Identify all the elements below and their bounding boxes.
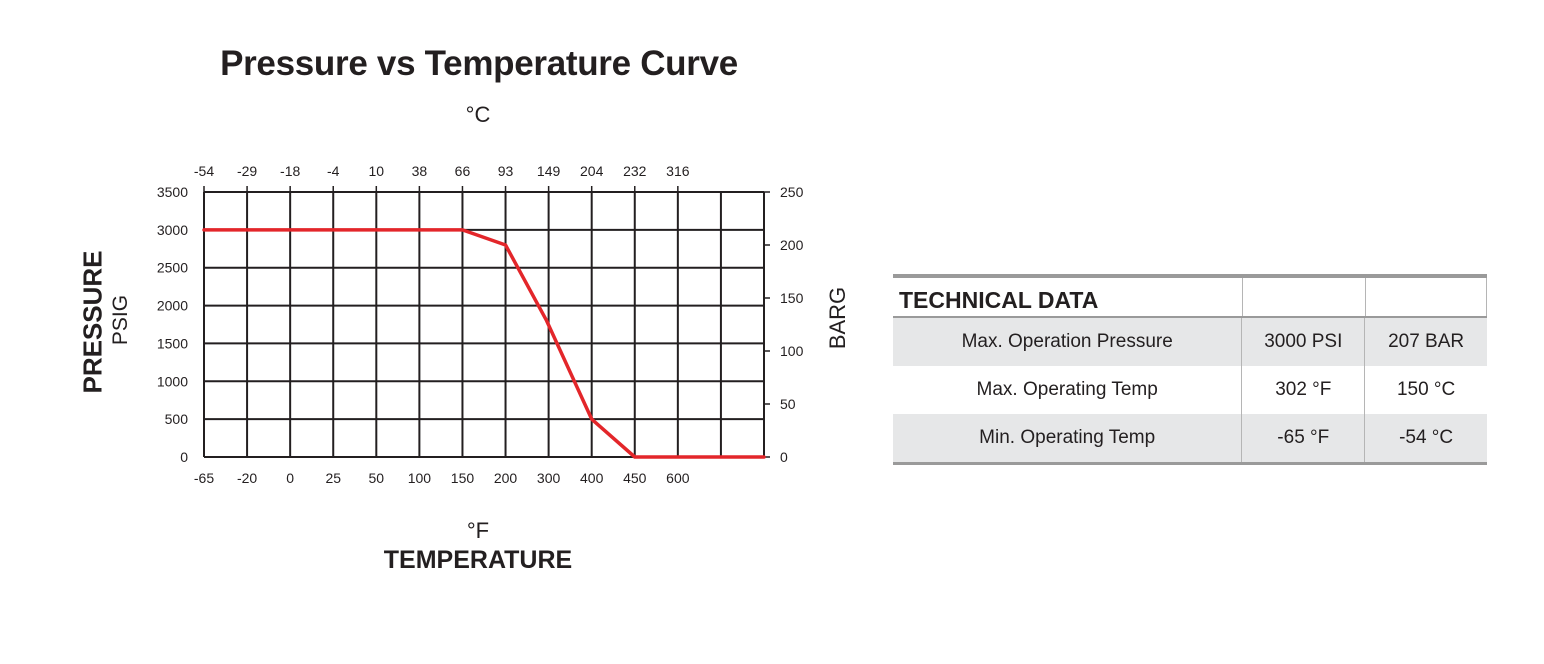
- pressure-curve-line: [202, 228, 766, 459]
- technical-data-title: TECHNICAL DATA: [893, 278, 1487, 316]
- x-tick-label-top: 232: [623, 163, 647, 179]
- spec-imperial: -65 °F: [1241, 414, 1366, 464]
- y-tick-label-left: 500: [165, 411, 189, 427]
- y-tick-label-right: 250: [780, 184, 804, 200]
- x-tick-label-bottom: 450: [623, 470, 647, 486]
- x-tick-label-bottom: 100: [408, 470, 432, 486]
- y-tick-label-left: 0: [180, 449, 188, 465]
- x-tick-label-top: 316: [666, 163, 690, 179]
- x-tick-label-top: 149: [537, 163, 561, 179]
- bottom-axis-unit: °F: [466, 518, 490, 543]
- table-row: Max. Operating Temp 302 °F 150 °C: [893, 366, 1487, 414]
- spec-label: Min. Operating Temp: [893, 414, 1243, 464]
- table-top-rule: [893, 274, 1487, 278]
- spec-imperial: 3000 PSI: [1241, 317, 1366, 366]
- x-axis-title: TEMPERATURE: [383, 546, 573, 574]
- spec-label: Max. Operating Temp: [893, 366, 1243, 414]
- x-tick-label-top: -4: [327, 163, 340, 179]
- x-tick-label-bottom: 50: [369, 470, 385, 486]
- technical-data-table: Max. Operation Pressure 3000 PSI 207 BAR…: [893, 316, 1487, 465]
- x-tick-label-top: 66: [455, 163, 471, 179]
- chart-title: Pressure vs Temperature Curve: [220, 44, 738, 83]
- x-tick-label-bottom: 600: [666, 470, 690, 486]
- y-tick-label-right: 100: [780, 343, 804, 359]
- technical-data-panel: TECHNICAL DATA Max. Operation Pressure 3…: [893, 274, 1487, 465]
- title-divider: [1242, 278, 1243, 316]
- x-tick-label-bottom: 400: [580, 470, 604, 486]
- technical-data-title-text: TECHNICAL DATA: [899, 287, 1099, 313]
- x-tick-label-top: 93: [498, 163, 514, 179]
- x-tick-label-top: -29: [237, 163, 257, 179]
- y-tick-label-left: 2000: [157, 298, 188, 314]
- x-tick-label-bottom: -20: [237, 470, 257, 486]
- title-divider: [1365, 278, 1366, 316]
- spec-metric: 150 °C: [1396, 379, 1456, 400]
- table-row: Min. Operating Temp -65 °F -54 °C: [893, 414, 1487, 464]
- x-tick-label-bottom: 300: [537, 470, 561, 486]
- spec-imperial: 302 °F: [1241, 366, 1366, 414]
- spec-metric: 207 BAR: [1364, 317, 1487, 366]
- x-tick-label-bottom: -65: [194, 470, 214, 486]
- x-tick-label-bottom: 25: [325, 470, 341, 486]
- top-axis-unit: °C: [465, 102, 491, 127]
- y-tick-label-left: 3500: [157, 184, 188, 200]
- pressure-temperature-chart: 0500100015002000250030003500050100150200…: [157, 163, 804, 486]
- x-tick-label-top: 10: [369, 163, 385, 179]
- y-tick-label-left: 1000: [157, 373, 188, 389]
- x-tick-label-bottom: 150: [451, 470, 475, 486]
- y-tick-label-right: 150: [780, 290, 804, 306]
- table-row: Max. Operation Pressure 3000 PSI 207 BAR: [893, 317, 1487, 366]
- spec-label: Max. Operation Pressure: [893, 317, 1243, 366]
- y-tick-label-left: 2500: [157, 260, 188, 276]
- y-tick-label-left: 3000: [157, 222, 188, 238]
- x-tick-label-top: -54: [194, 163, 214, 179]
- x-tick-label-top: 204: [580, 163, 604, 179]
- x-tick-label-top: -18: [280, 163, 300, 179]
- y-tick-label-left: 1500: [157, 335, 188, 351]
- spec-metric: -54 °C: [1364, 414, 1487, 464]
- x-tick-label-top: 38: [412, 163, 428, 179]
- x-tick-label-bottom: 200: [494, 470, 518, 486]
- y-tick-label-right: 0: [780, 449, 788, 465]
- y-tick-label-right: 200: [780, 237, 804, 253]
- x-tick-label-bottom: 0: [286, 470, 294, 486]
- y-tick-label-right: 50: [780, 396, 796, 412]
